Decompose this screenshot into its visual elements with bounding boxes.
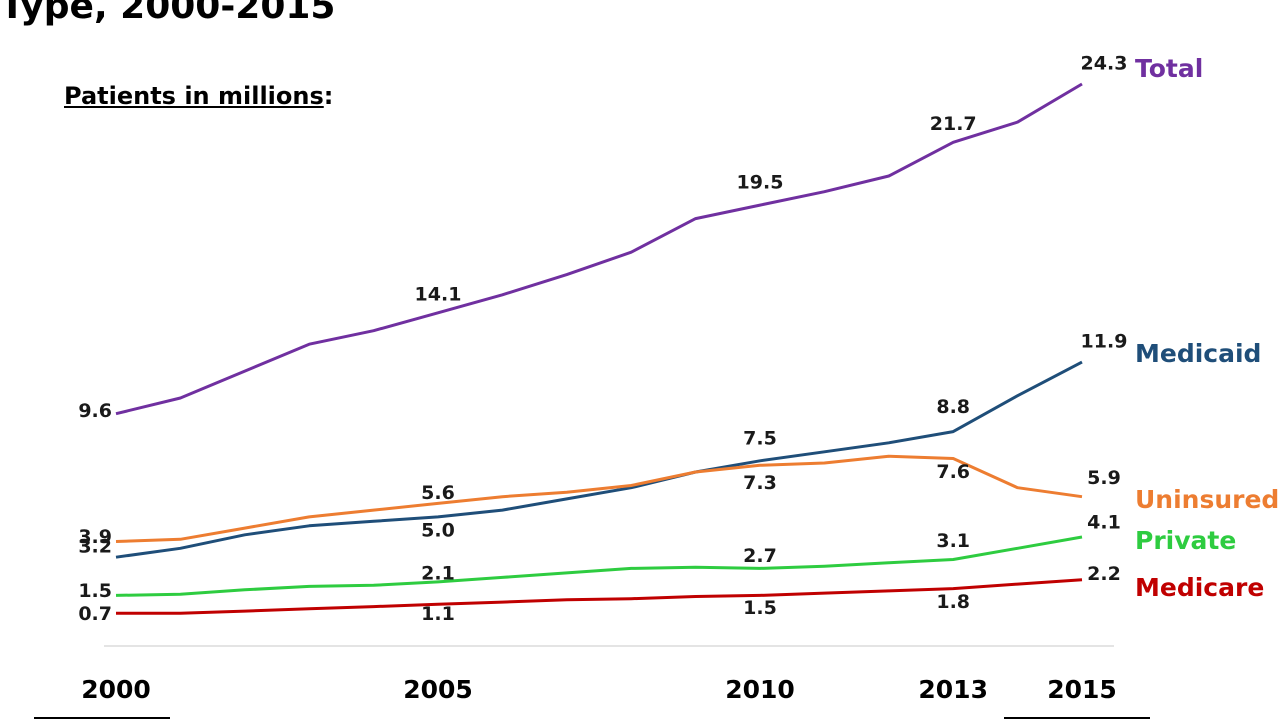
- x-tick-label-2015: 2015: [1047, 675, 1117, 704]
- series-line-uninsured: [115, 454, 1083, 543]
- data-label-uninsured-2000: 3.9: [78, 526, 112, 548]
- data-label-total-2010: 19.5: [737, 172, 784, 194]
- chart-title: Type, 2000-2015: [0, 0, 336, 27]
- data-label-uninsured-2010: 7.3: [743, 472, 777, 494]
- x-tick-label-2005: 2005: [403, 675, 473, 704]
- data-label-medicare-2013: 1.8: [936, 591, 970, 613]
- data-label-medicaid-2015: 11.9: [1081, 331, 1128, 353]
- data-label-total-2015: 24.3: [1081, 53, 1128, 75]
- data-label-medicaid-2000: 3.2: [78, 536, 112, 558]
- data-label-medicare-2010: 1.5: [743, 597, 777, 619]
- x-tick-label-2000: 2000: [81, 675, 151, 704]
- series-name-total: Total: [1135, 54, 1203, 83]
- y-axis-label-suffix: :: [323, 82, 334, 110]
- series-name-medicare: Medicare: [1135, 573, 1264, 602]
- y-axis-label-text: Patients in millions: [64, 82, 324, 110]
- series-name-layer: Total Medicaid Uninsured Private Medicare: [1135, 54, 1279, 602]
- series-name-uninsured: Uninsured: [1135, 485, 1279, 514]
- x-tick-layer: 2000 2005 2010 2013 2015: [81, 675, 1117, 704]
- data-label-total-2013: 21.7: [930, 113, 977, 135]
- data-label-medicare-2015: 2.2: [1087, 563, 1121, 585]
- data-label-private-2010: 2.7: [743, 545, 777, 567]
- series-name-medicaid: Medicaid: [1135, 339, 1261, 368]
- data-label-private-2013: 3.1: [936, 530, 970, 552]
- data-label-medicare-2000: 0.7: [78, 603, 112, 625]
- series-line-private: [115, 535, 1083, 597]
- series-line-medicare: [116, 578, 1083, 615]
- data-label-private-2000: 1.5: [78, 580, 112, 602]
- data-label-private-2005: 2.1: [421, 562, 455, 584]
- series-line-medicaid: [115, 360, 1083, 559]
- y-axis-label: Patients in millions:: [64, 82, 333, 110]
- series-name-private: Private: [1135, 526, 1236, 555]
- data-label-total-2005: 14.1: [415, 283, 462, 305]
- data-label-uninsured-2015: 5.9: [1087, 467, 1121, 489]
- data-label-private-2015: 4.1: [1087, 512, 1121, 534]
- x-tick-label-2010: 2010: [725, 675, 795, 704]
- series-layer: [115, 82, 1083, 615]
- x-tick-label-2013: 2013: [918, 675, 988, 704]
- data-label-medicaid-2005: 5.0: [421, 519, 455, 541]
- data-label-layer: 9.6 14.1 19.5 21.7 24.3 3.2 5.0 7.5 8.8 11.9 3.9 5.…: [78, 53, 1127, 625]
- data-label-medicare-2005: 1.1: [421, 603, 455, 625]
- data-label-uninsured-2005: 5.6: [421, 482, 455, 504]
- series-line-total: [115, 82, 1083, 416]
- data-label-medicaid-2013: 8.8: [936, 396, 970, 418]
- data-label-medicaid-2010: 7.5: [743, 427, 777, 449]
- data-label-total-2000: 9.6: [78, 400, 112, 422]
- data-label-uninsured-2013: 7.6: [936, 461, 970, 483]
